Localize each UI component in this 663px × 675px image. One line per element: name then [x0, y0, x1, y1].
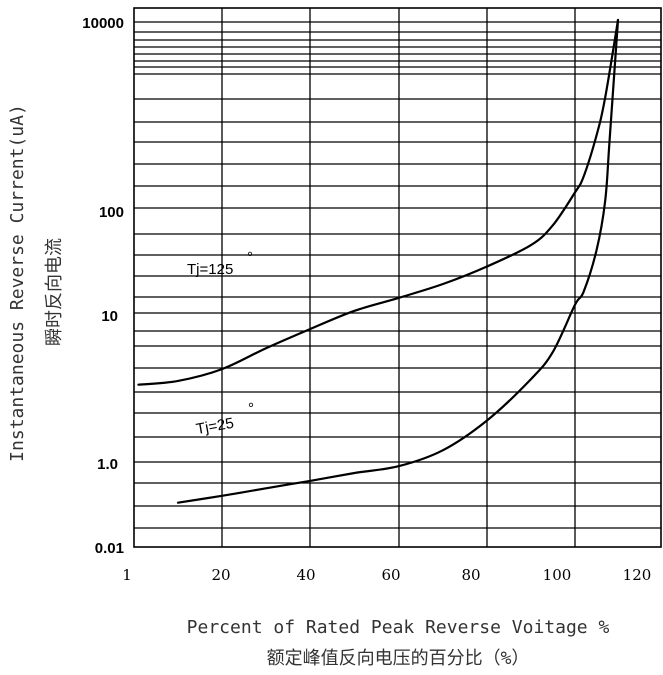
curve-label-tj25-degree: °: [248, 400, 254, 417]
label-tj25: Tj=25 °: [195, 400, 254, 438]
x-tick-label: 100: [543, 566, 572, 584]
curve-label-tj125-degree: °: [247, 249, 253, 266]
series-line-tj25: [176, 18, 620, 504]
plot-frame: [133, 7, 662, 548]
y-tick-label: 10: [101, 308, 118, 325]
x-tick-label: 20: [211, 566, 230, 584]
x-axis-title: Percent of Rated Peak Reverse Voitage %: [187, 617, 610, 638]
y-tick-label: 100: [99, 204, 124, 221]
curve-label-tj125-text: Tj=125: [187, 261, 233, 278]
x-tick-label: 60: [381, 566, 400, 584]
series-line-tj125: [137, 18, 620, 386]
grid-lines: [134, 8, 661, 547]
y-axis-title: Instantaneous Reverse Current(uA): [7, 104, 28, 462]
x-tick-label: 40: [296, 566, 315, 584]
x-axis-title-cn: 额定峰值反向电压的百分比（%）: [267, 648, 530, 669]
y-tick-label: 1.0: [97, 456, 118, 473]
x-tick-label: 80: [461, 566, 480, 584]
label-tj125: Tj=125 °: [187, 249, 253, 278]
y-tick-label: 10000: [82, 15, 124, 32]
x-tick-label: 1: [122, 566, 132, 584]
curves: [137, 18, 620, 504]
curve-label-tj25-text: Tj=25: [195, 415, 235, 438]
y-axis-title-cn: 瞬时反向电流: [44, 238, 65, 346]
x-tick-label: 120: [623, 566, 652, 584]
y-tick-label: 0.01: [95, 540, 124, 557]
